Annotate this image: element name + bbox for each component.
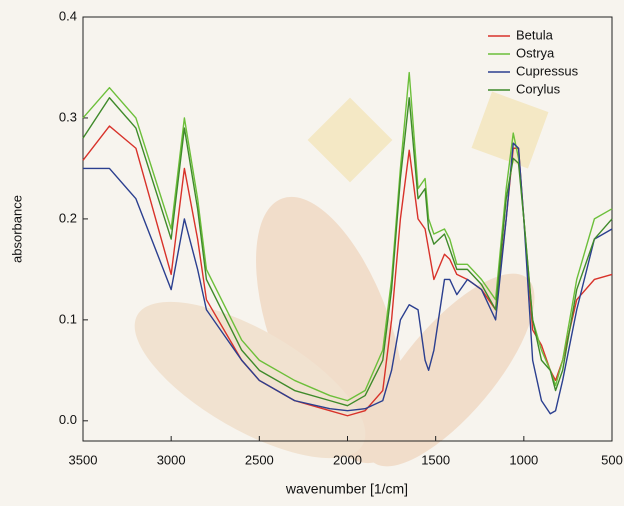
x-tick-label: 3000	[157, 452, 186, 467]
series-line	[82, 71, 613, 402]
legend-label: Corylus	[516, 81, 561, 96]
x-tick-label: 2000	[333, 452, 362, 467]
series-line	[83, 142, 613, 415]
y-axis-label: absorbance	[9, 195, 24, 263]
y-tick-label: 0.0	[59, 412, 77, 427]
background-shapes	[134, 91, 549, 467]
series-line	[82, 97, 613, 407]
y-tick-label: 0.2	[59, 210, 77, 225]
legend-label: Betula	[516, 27, 554, 42]
y-tick-label: 0.4	[59, 8, 77, 23]
x-tick-label: 2500	[245, 452, 274, 467]
x-tick-label: 1500	[421, 452, 450, 467]
legend-label: Cupressus	[516, 63, 579, 78]
legend-label: Ostrya	[516, 45, 555, 60]
x-tick-label: 500	[601, 452, 623, 467]
y-tick-label: 0.1	[59, 311, 77, 326]
x-tick-label: 1000	[509, 452, 538, 467]
x-tick-label: 3500	[69, 452, 98, 467]
y-tick-label: 0.3	[59, 109, 77, 124]
x-axis-label: wavenumber [1/cm]	[285, 481, 408, 497]
